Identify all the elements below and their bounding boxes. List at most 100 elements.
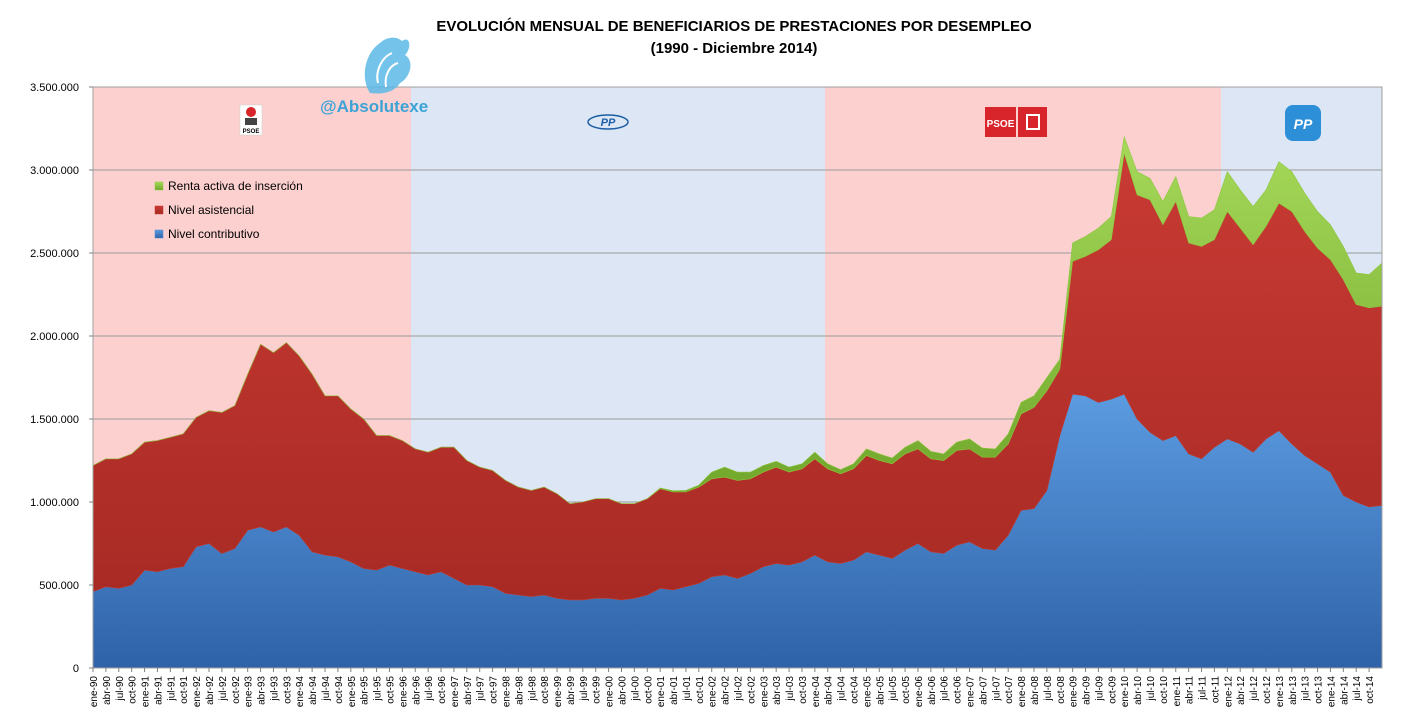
- x-tick-label: oct-11: [1210, 676, 1221, 703]
- y-tick-label: 0: [73, 663, 79, 675]
- x-tick-label: ene-05: [862, 676, 873, 708]
- x-tick-label: oct-95: [385, 676, 396, 704]
- x-tick-label: abr-11: [1185, 676, 1196, 705]
- x-tick-label: oct-02: [746, 676, 757, 704]
- x-tick-label: jul-90: [115, 676, 126, 702]
- x-tick-label: ene-90: [89, 676, 100, 708]
- x-tick-label: abr-13: [1288, 676, 1299, 705]
- x-tick-label: jul-08: [1043, 676, 1054, 702]
- x-tick-label: abr-00: [617, 676, 628, 705]
- x-tick-label: jul-02: [734, 676, 745, 702]
- x-tick-label: abr-07: [978, 676, 989, 705]
- x-tick-label: jul-92: [218, 676, 229, 702]
- x-tick-label: oct-14: [1365, 676, 1376, 704]
- x-tick-label: ene-98: [501, 676, 512, 708]
- legend: Renta activa de inserción Nivel asistenci…: [154, 179, 303, 241]
- x-tick-label: abr-97: [463, 676, 474, 705]
- x-tick-label: jul-91: [166, 676, 177, 702]
- y-tick-label: 1.500.000: [30, 414, 79, 426]
- y-tick-label: 3.000.000: [30, 165, 79, 177]
- x-tick-label: abr-91: [153, 676, 164, 705]
- x-tick-label: ene-09: [1069, 676, 1080, 708]
- x-tick-label: jul-99: [579, 676, 590, 702]
- y-tick-label: 1.000.000: [30, 497, 79, 509]
- x-tick-label: ene-14: [1326, 676, 1337, 708]
- x-tick-label: ene-02: [708, 676, 719, 708]
- x-tick-label: jul-97: [476, 676, 487, 702]
- x-tick-label: abr-96: [411, 676, 422, 705]
- x-tick-label: oct-06: [953, 676, 964, 704]
- x-tick-label: oct-98: [540, 676, 551, 704]
- legend-swatch: [154, 181, 164, 191]
- x-tick-label: abr-08: [1030, 676, 1041, 705]
- x-tick-label: abr-92: [205, 676, 216, 705]
- x-tick-label: oct-08: [1056, 676, 1067, 704]
- x-tick-label: abr-14: [1339, 676, 1350, 705]
- x-tick-label: jul-00: [630, 676, 641, 702]
- x-tick-label: ene-03: [759, 676, 770, 708]
- x-tick-label: ene-94: [295, 676, 306, 708]
- x-tick-label: abr-01: [669, 676, 680, 705]
- x-tick-label: ene-00: [605, 676, 616, 708]
- x-tick-label: abr-98: [514, 676, 525, 705]
- x-tick-label: jul-96: [424, 676, 435, 702]
- chart-title: EVOLUCIÓN MENSUAL DE BENEFICIARIOS DE PR…: [0, 16, 1411, 60]
- x-tick-labels: ene-90 abr-90 jul-90 oct-90 ene-91 abr-91 jul-…: [89, 668, 1376, 707]
- x-tick-label: oct-96: [437, 676, 448, 704]
- x-tick-label: oct-03: [798, 676, 809, 704]
- x-tick-label: abr-02: [721, 676, 732, 705]
- x-tick-label: ene-08: [1017, 676, 1028, 708]
- pp-logo-2-label: PP: [1294, 116, 1313, 132]
- legend-swatch: [154, 229, 164, 239]
- x-tick-label: jul-01: [682, 676, 693, 702]
- x-tick-label: abr-94: [308, 676, 319, 705]
- x-tick-label: abr-12: [1236, 676, 1247, 705]
- psoe-logo-2: PSOE: [985, 107, 1047, 137]
- x-tick-label: ene-06: [914, 676, 925, 708]
- x-tick-label: oct-01: [695, 676, 706, 704]
- psoe-logo-1-label: PSOE: [243, 129, 260, 135]
- x-tick-label: oct-04: [850, 676, 861, 704]
- x-tick-label: oct-05: [901, 676, 912, 704]
- x-tick-label: abr-99: [566, 676, 577, 705]
- x-tick-label: oct-90: [128, 676, 139, 704]
- chart-title-main: EVOLUCIÓN MENSUAL DE BENEFICIARIOS DE PR…: [436, 18, 1032, 35]
- x-tick-label: jul-13: [1301, 676, 1312, 702]
- x-tick-label: oct-91: [179, 676, 190, 704]
- x-tick-label: jul-14: [1352, 676, 1363, 702]
- x-tick-label: oct-93: [282, 676, 293, 704]
- legend-label: Nivel asistencial: [168, 203, 254, 217]
- psoe-logo-1: PSOE: [239, 104, 263, 136]
- y-tick-label: 2.500.000: [30, 248, 79, 260]
- x-tick-label: ene-13: [1275, 676, 1286, 708]
- y-tick-label: 3.500.000: [30, 82, 79, 94]
- watermark-label: @Absolutexe: [320, 97, 428, 116]
- watermark-griffin-icon: [364, 37, 411, 94]
- y-tick-label: 2.000.000: [30, 331, 79, 343]
- pp-logo-2: PP: [1285, 105, 1321, 141]
- x-tick-label: ene-99: [553, 676, 564, 708]
- x-tick-label: oct-09: [1107, 676, 1118, 704]
- x-tick-label: abr-04: [824, 676, 835, 705]
- legend-swatch: [154, 205, 164, 215]
- pp-logo-1-label: PP: [601, 117, 616, 129]
- x-tick-label: ene-97: [450, 676, 461, 708]
- x-tick-label: jul-98: [527, 676, 538, 702]
- x-tick-label: jul-03: [785, 676, 796, 702]
- x-tick-label: ene-07: [966, 676, 977, 708]
- x-tick-label: jul-07: [991, 676, 1002, 702]
- x-tick-label: jul-09: [1094, 676, 1105, 702]
- x-tick-label: jul-05: [888, 676, 899, 702]
- x-tick-label: jul-93: [269, 676, 280, 702]
- x-tick-label: ene-92: [192, 676, 203, 708]
- x-tick-label: abr-93: [257, 676, 268, 705]
- chart-subtitle: (1990 - Diciembre 2014): [650, 40, 818, 57]
- pp-logo-1: PP: [587, 114, 629, 130]
- x-tick-label: oct-12: [1262, 676, 1273, 704]
- x-tick-label: oct-07: [1004, 676, 1015, 704]
- legend-label: Nivel contributivo: [168, 227, 260, 241]
- x-tick-label: abr-09: [1082, 676, 1093, 705]
- x-tick-label: ene-91: [141, 676, 152, 708]
- x-tick-label: oct-94: [334, 676, 345, 704]
